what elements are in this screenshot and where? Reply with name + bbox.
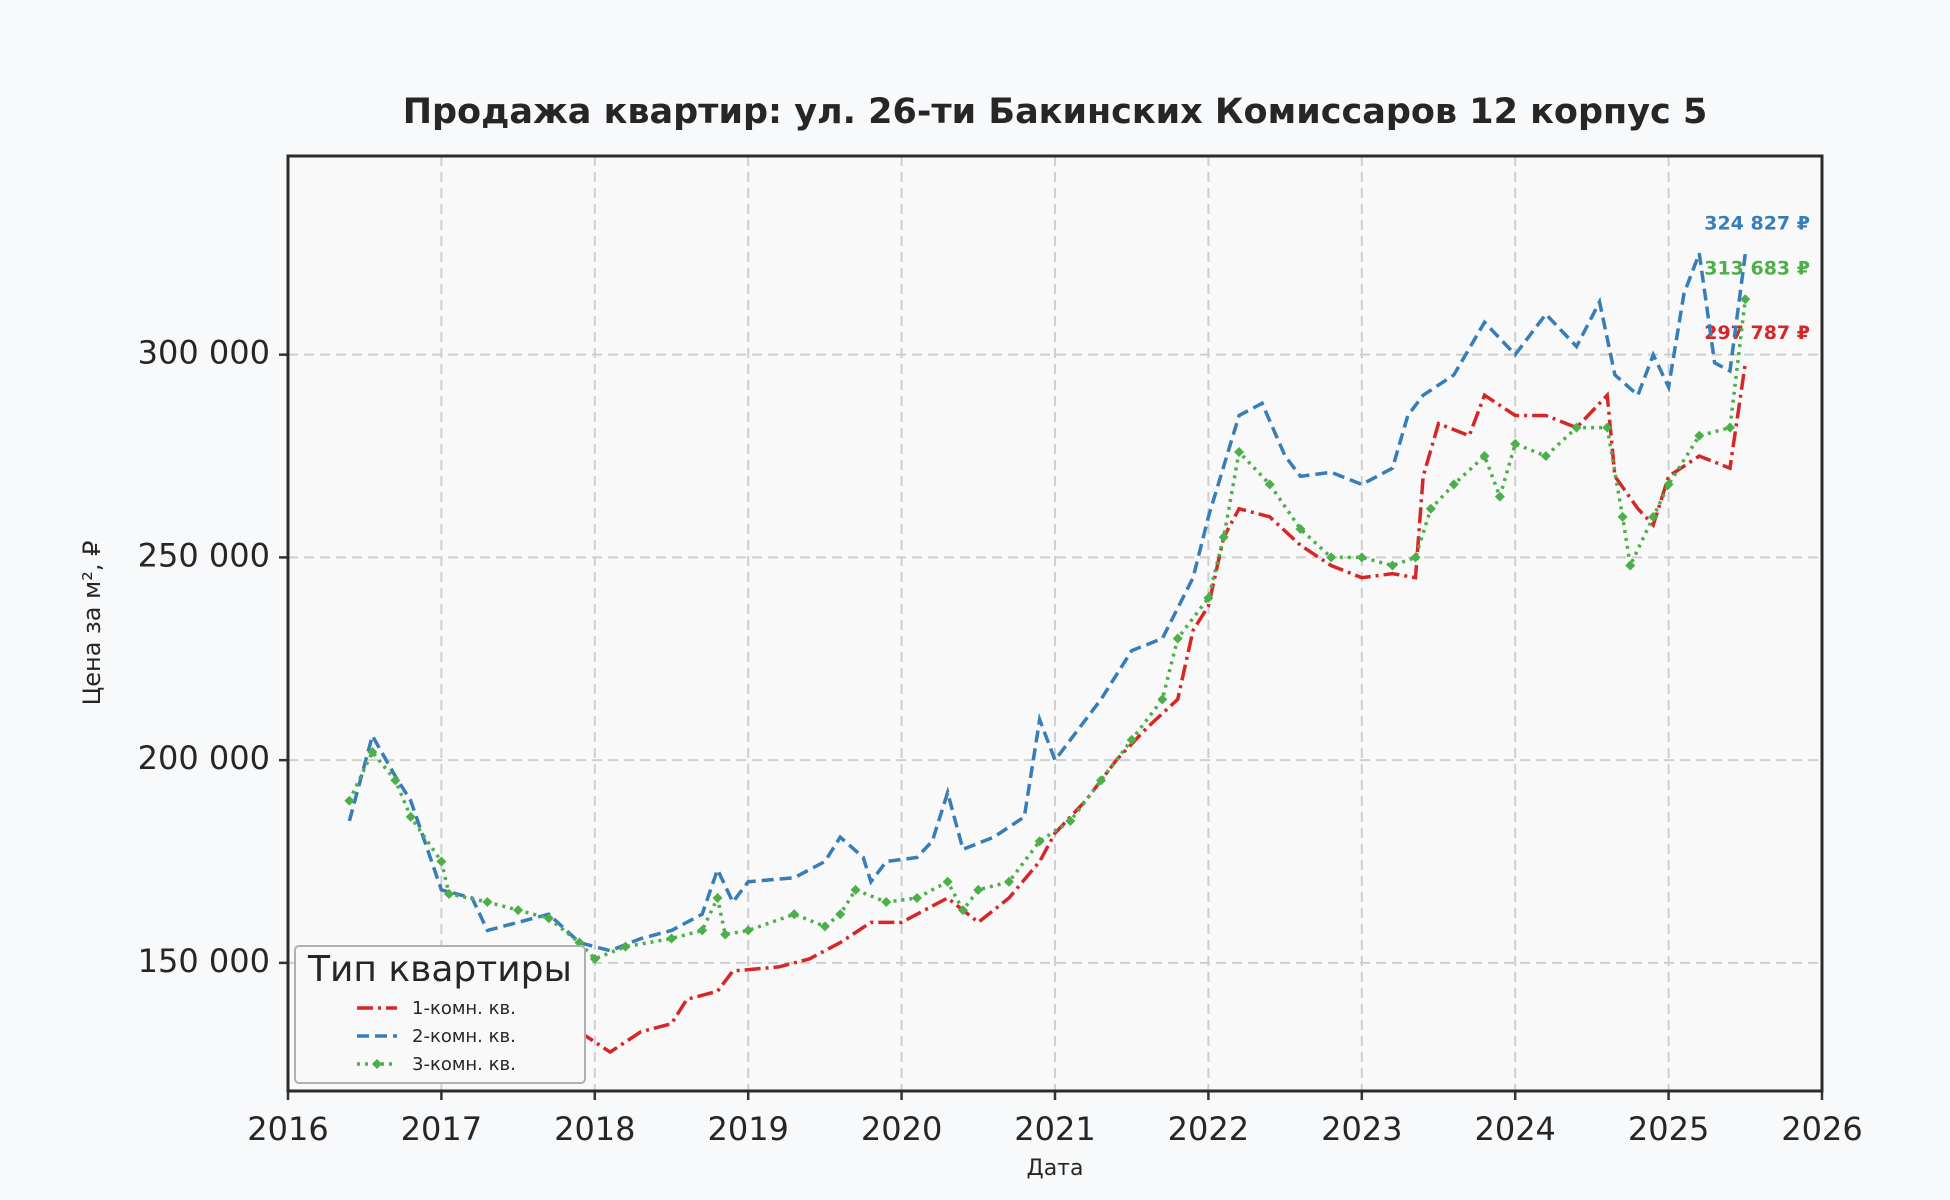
legend-title: Тип квартиры bbox=[307, 949, 572, 990]
point-marker bbox=[1096, 775, 1107, 786]
point-marker bbox=[1065, 815, 1076, 826]
point-marker bbox=[1218, 532, 1229, 543]
point-marker bbox=[881, 897, 892, 908]
chart-title: Продажа квартир: ул. 26-ти Бакинских Ком… bbox=[403, 92, 1708, 132]
point-marker bbox=[405, 811, 416, 822]
point-marker bbox=[1387, 560, 1398, 571]
point-marker bbox=[1648, 511, 1659, 522]
point-marker bbox=[1571, 422, 1582, 433]
point-marker bbox=[666, 933, 677, 944]
series-line bbox=[578, 363, 1748, 1055]
point-marker bbox=[1617, 511, 1628, 522]
point-marker bbox=[712, 892, 723, 903]
point-marker bbox=[1724, 422, 1735, 433]
point-marker bbox=[1448, 479, 1459, 490]
point-marker bbox=[942, 876, 953, 887]
x-tick-label: 2016 bbox=[247, 1110, 328, 1148]
legend-label: 2-комн. кв. bbox=[412, 1026, 516, 1047]
y-tick-label: 300 000 bbox=[138, 334, 270, 372]
x-axis-label: Дата bbox=[1027, 1156, 1084, 1181]
point-marker bbox=[1494, 491, 1505, 502]
point-marker bbox=[1234, 446, 1245, 457]
point-marker bbox=[1157, 694, 1168, 705]
point-marker bbox=[1410, 552, 1421, 563]
point-marker bbox=[743, 925, 754, 936]
plot-frame bbox=[286, 154, 1824, 1093]
point-marker bbox=[1510, 438, 1521, 449]
point-marker bbox=[1479, 451, 1490, 462]
point-marker bbox=[1264, 479, 1275, 490]
point-marker bbox=[1740, 294, 1751, 305]
point-marker bbox=[789, 909, 800, 920]
point-marker bbox=[1663, 479, 1674, 490]
point-marker bbox=[835, 909, 846, 920]
x-tick-label: 2017 bbox=[401, 1110, 482, 1148]
point-marker bbox=[1694, 430, 1705, 441]
point-marker bbox=[390, 775, 401, 786]
point-marker bbox=[482, 897, 493, 908]
value-label: 313 683 ₽ bbox=[1704, 258, 1810, 280]
legend-label: 1-комн. кв. bbox=[412, 998, 516, 1019]
point-marker bbox=[589, 953, 600, 964]
x-tick-label: 2020 bbox=[861, 1110, 942, 1148]
y-axis-label: Цена за м², ₽ bbox=[78, 541, 106, 706]
y-tick-label: 150 000 bbox=[138, 942, 270, 980]
x-tick-label: 2022 bbox=[1168, 1110, 1249, 1148]
point-marker bbox=[1295, 524, 1306, 535]
point-marker bbox=[1003, 876, 1014, 887]
point-marker bbox=[1540, 451, 1551, 462]
point-marker bbox=[436, 856, 447, 867]
point-marker bbox=[819, 921, 830, 932]
point-marker bbox=[1625, 560, 1636, 571]
x-tick-label: 2023 bbox=[1321, 1110, 1402, 1148]
point-marker bbox=[1425, 503, 1436, 514]
value-label: 324 827 ₽ bbox=[1704, 213, 1810, 235]
point-marker bbox=[444, 888, 455, 899]
y-tick-label: 200 000 bbox=[138, 739, 270, 777]
point-marker bbox=[1602, 422, 1613, 433]
point-marker bbox=[720, 929, 731, 940]
point-marker bbox=[543, 913, 554, 924]
x-tick-label: 2026 bbox=[1781, 1110, 1862, 1148]
point-marker bbox=[1126, 734, 1137, 745]
point-marker bbox=[1203, 592, 1214, 603]
series-line bbox=[347, 252, 1748, 953]
x-tick-label: 2025 bbox=[1628, 1110, 1709, 1148]
legend-label: 3-комн. кв. bbox=[412, 1054, 516, 1075]
point-marker bbox=[1326, 552, 1337, 563]
x-tick-label: 2024 bbox=[1474, 1110, 1555, 1148]
point-marker bbox=[367, 747, 378, 758]
y-tick-label: 250 000 bbox=[138, 536, 270, 574]
point-marker bbox=[344, 795, 355, 806]
x-tick-label: 2019 bbox=[707, 1110, 788, 1148]
x-tick-label: 2021 bbox=[1014, 1110, 1095, 1148]
point-marker bbox=[1356, 552, 1367, 563]
point-marker bbox=[1034, 836, 1045, 847]
value-label: 297 787 ₽ bbox=[1704, 322, 1810, 344]
legend-marker bbox=[372, 1059, 382, 1069]
point-marker bbox=[697, 925, 708, 936]
point-marker bbox=[911, 892, 922, 903]
legend-box bbox=[294, 945, 586, 1084]
point-marker bbox=[957, 905, 968, 916]
point-marker bbox=[1172, 633, 1183, 644]
point-marker bbox=[850, 884, 861, 895]
point-marker bbox=[620, 941, 631, 952]
x-tick-label: 2018 bbox=[554, 1110, 635, 1148]
point-marker bbox=[973, 884, 984, 895]
point-marker bbox=[513, 905, 524, 916]
